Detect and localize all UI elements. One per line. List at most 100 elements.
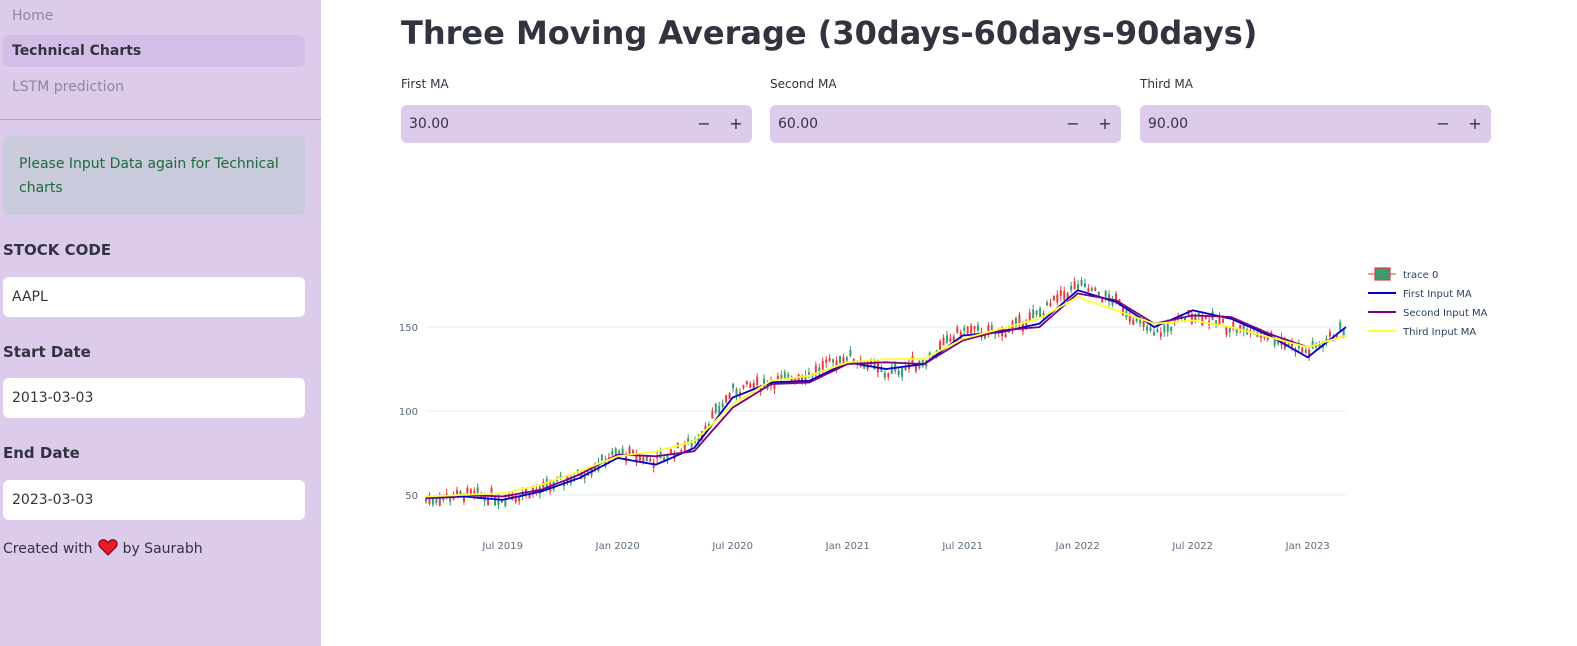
candle-body [845,357,848,361]
candle-body [787,374,790,378]
second-ma-decrement-button[interactable]: − [1066,114,1080,133]
candle-body [1311,341,1314,348]
x-tick-label: Jul 2021 [941,541,983,552]
page-title: Three Moving Average (30days-60days-90da… [401,14,1258,52]
candle-body [1339,322,1342,332]
first-ma-increment-button[interactable]: + [729,114,743,133]
third-ma-increment-button[interactable]: + [1468,114,1482,133]
second-ma-input[interactable]: 60.00 − + [770,105,1121,143]
candle-body [883,372,886,378]
credit-prefix: Created with [3,541,93,557]
third-ma-decrement-button[interactable]: − [1436,114,1450,133]
candle-body [1111,300,1114,305]
candle-body [1121,306,1124,316]
moving-average-chart[interactable]: 50 100 150 Jul 2019 Jan 2020 Jul 2020 Jan 2021… [380,250,1510,570]
candle-body [1101,297,1104,303]
stock-code-input[interactable] [3,277,305,317]
candle-body [1042,313,1045,317]
legend-entry[interactable]: Second Input MA [1403,308,1488,319]
candle-body [983,333,986,339]
candle-body [1063,291,1066,300]
candle-body [1235,328,1238,333]
candle-body [763,378,766,388]
end-date-label: End Date [3,444,80,462]
first-ma-input[interactable]: 30.00 − + [401,105,752,143]
first-ma-value[interactable]: 30.00 [409,116,450,132]
candle-body [742,385,745,389]
candle-body [632,450,634,455]
candle-body [963,327,966,331]
third-ma-value[interactable]: 90.00 [1148,116,1189,132]
candle-body [649,458,652,462]
end-date-input[interactable] [3,480,305,520]
second-ma-value[interactable]: 60.00 [778,116,819,132]
candle-body [638,454,641,461]
candle-body [832,359,835,363]
candle-body [783,372,786,380]
candle-body [1287,343,1290,347]
first-ma-decrement-button[interactable]: − [697,114,711,133]
candle-body [704,425,707,432]
x-tick-label: Jan 2023 [1285,541,1330,552]
candle-body [821,361,824,370]
candle-body [1173,318,1176,324]
candle-body [500,499,503,503]
third-ma-input[interactable]: 90.00 − + [1140,105,1491,143]
series-line-second-input-ma[interactable] [425,292,1347,500]
candle-body [621,448,624,455]
candle-body [1087,288,1090,292]
series-line-first-input-ma[interactable] [425,289,1347,501]
candle-body [790,376,793,382]
start-date-input[interactable] [3,378,305,418]
candle-body [973,326,976,330]
candle-body [614,448,617,456]
candle-body [1239,324,1242,330]
legend-entry[interactable]: trace 0 [1403,270,1438,281]
candle-body [1090,287,1093,291]
candle-body [690,442,693,448]
candle-body [473,491,476,496]
candle-body [490,488,493,497]
candle-body [952,336,955,342]
series-line-third-input-ma[interactable] [425,295,1347,498]
nav-item-technical-charts[interactable]: Technical Charts [3,35,305,67]
nav-item-home[interactable]: Home [12,8,54,24]
candle-body [1221,319,1224,323]
candle-body [1018,314,1021,324]
legend-entry[interactable]: Third Input MA [1402,327,1476,338]
candle-body [1215,320,1218,324]
candle-body [728,393,731,400]
candle-body [1159,332,1162,337]
candle-body [752,383,755,390]
candle-body [1280,337,1283,346]
candle-body [1301,347,1304,353]
candle-body [842,357,845,366]
candle-body [494,497,496,506]
credit-suffix: by Saurabh [122,541,203,557]
candle-body [1325,338,1328,343]
legend-entry[interactable]: First Input MA [1403,289,1472,300]
candle-body [666,454,669,461]
candle-body [449,497,452,502]
candle-body [1028,312,1031,321]
candle-body [431,497,434,505]
candle-body [642,457,645,464]
nav-item-lstm-prediction[interactable]: LSTM prediction [12,79,125,95]
candle-body [1056,294,1059,303]
candle-body [852,358,855,363]
candle-body [683,443,686,452]
candle-body [1328,331,1331,337]
candle-body [1308,349,1311,356]
candle-body [977,325,979,331]
candle-body [928,352,931,357]
second-ma-increment-button[interactable]: + [1098,114,1112,133]
candle-body [1318,343,1321,348]
candle-body [1080,279,1083,286]
candle-body [828,357,831,361]
candle-body [552,482,555,490]
candle-body [939,341,942,351]
candle-body [1342,328,1345,336]
candle-body [749,383,752,388]
candle-body [645,455,648,462]
candle-body [880,368,883,372]
